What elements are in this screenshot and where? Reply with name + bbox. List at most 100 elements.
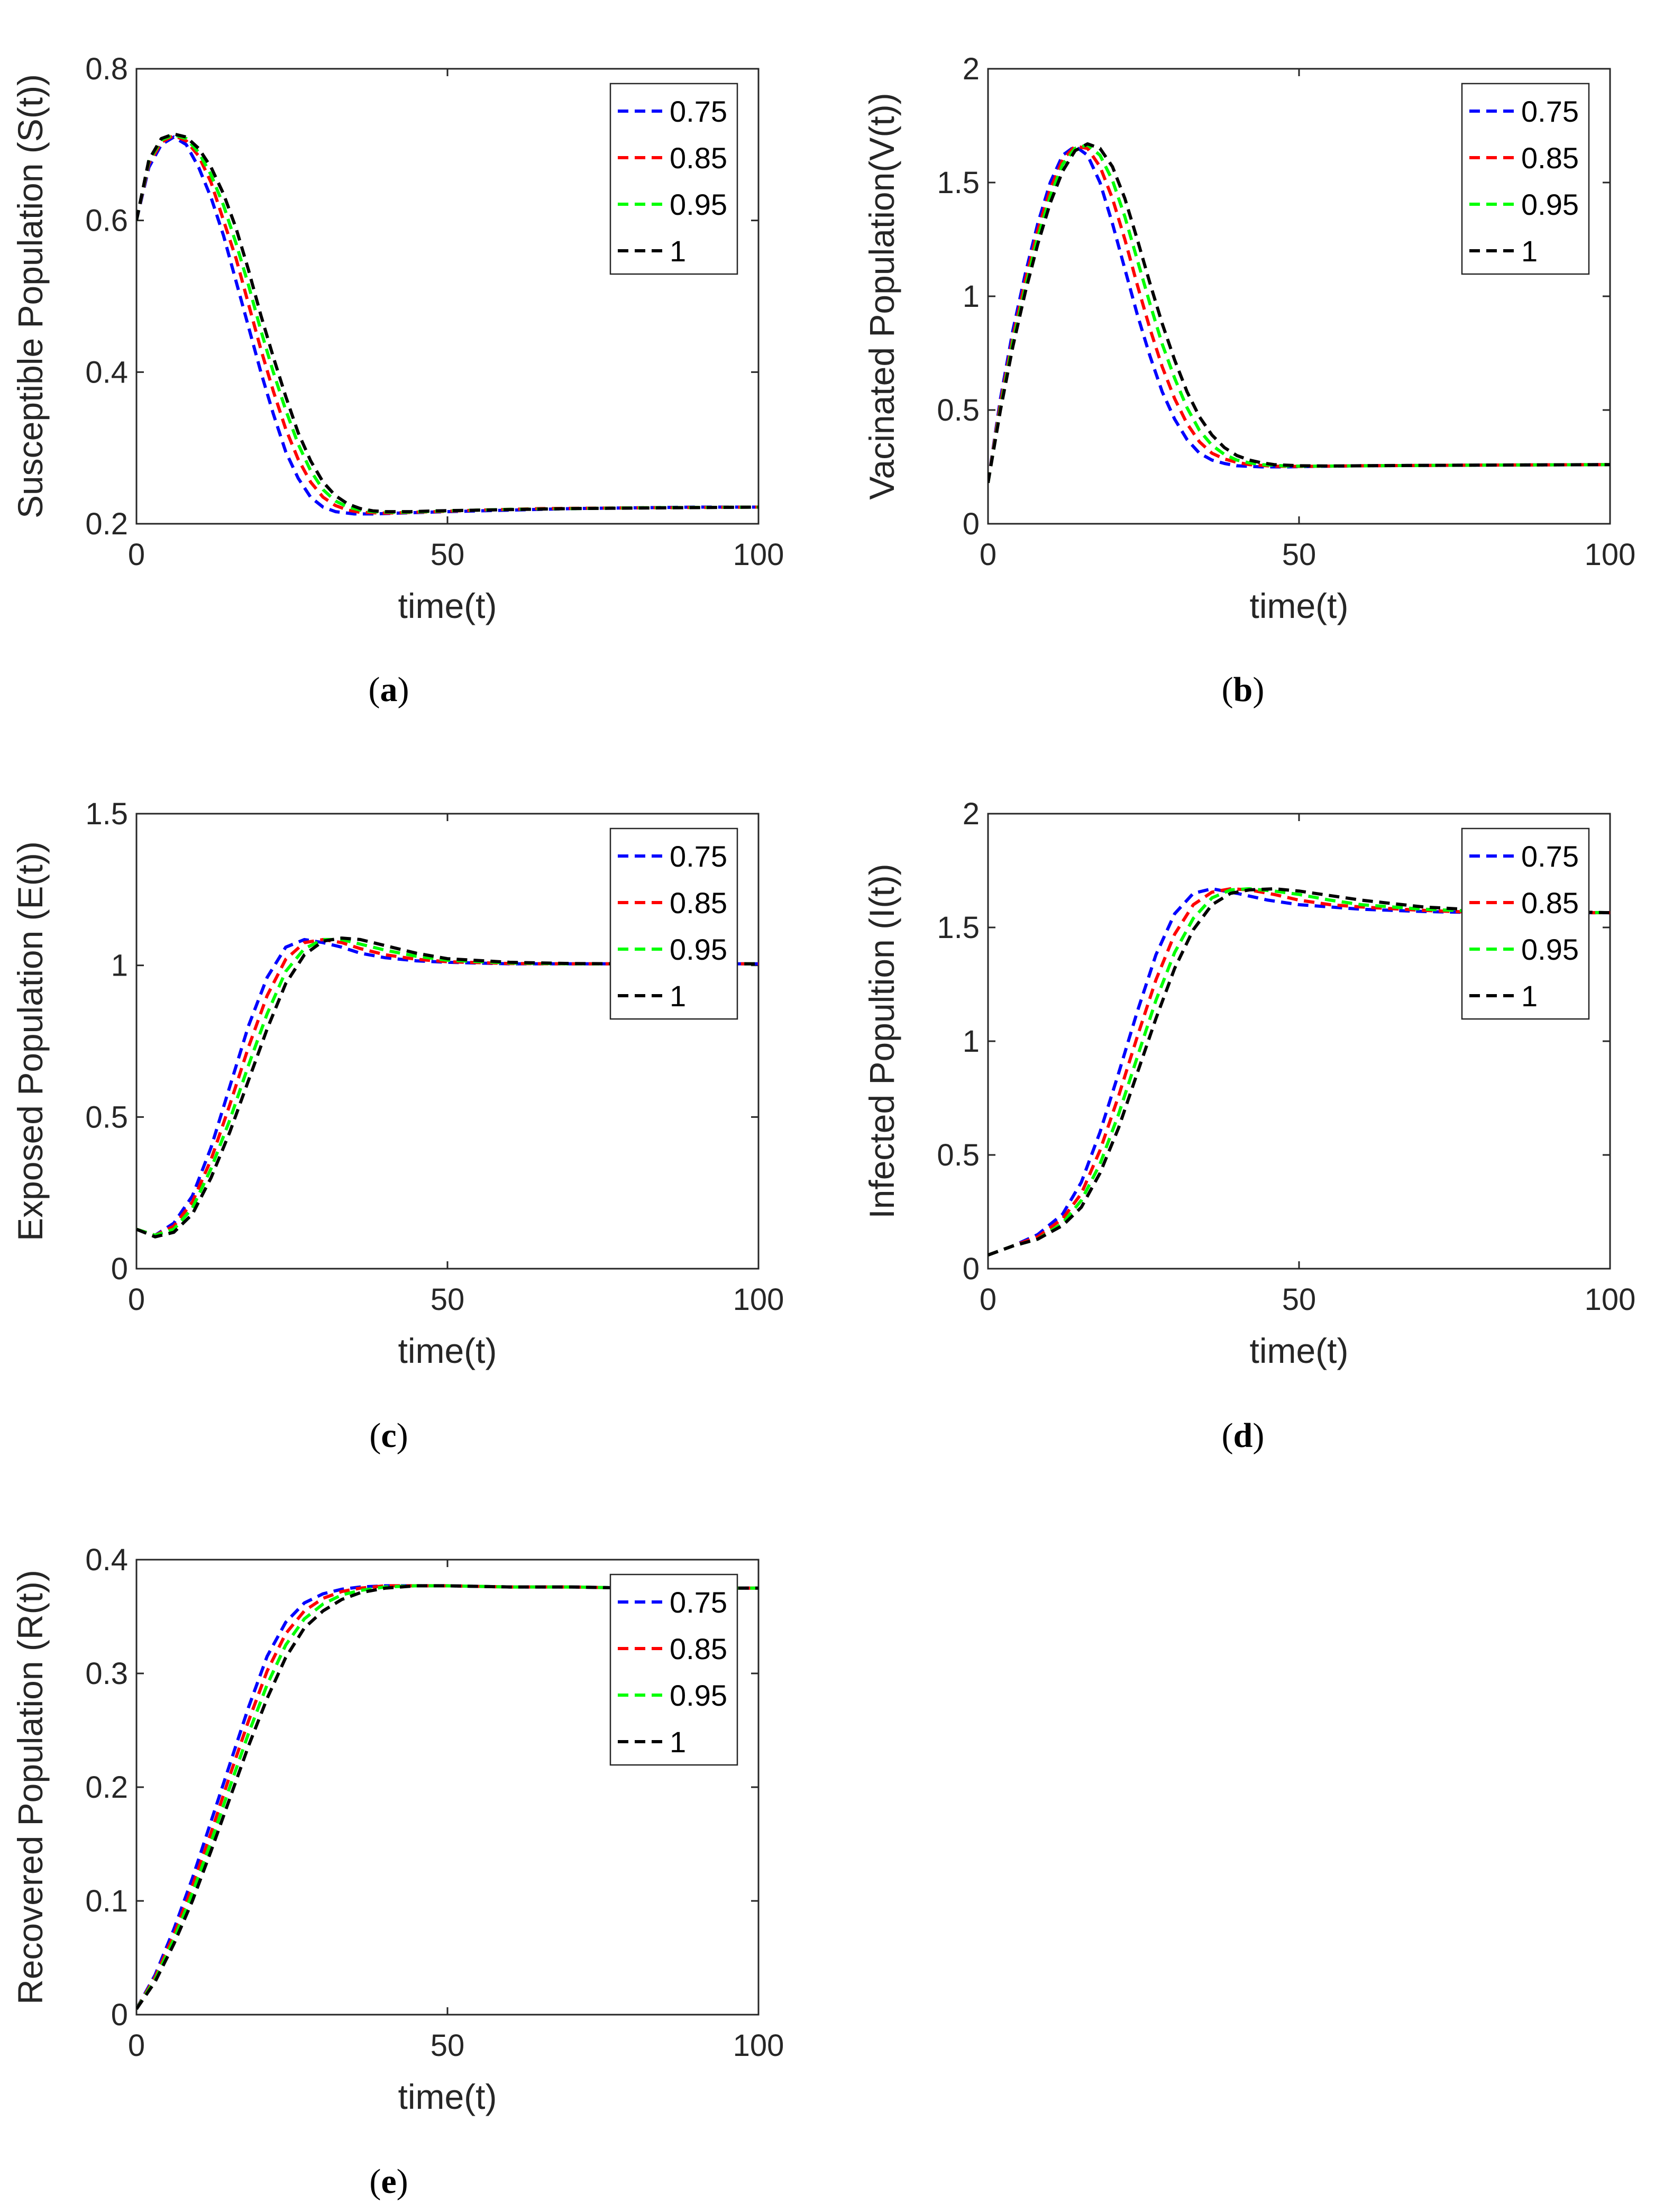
x-tick-label: 100	[733, 538, 784, 572]
legend: 0.75 0.85 0.95 1	[609, 1573, 738, 1766]
series-line-0.85	[988, 887, 1610, 1257]
y-tick-label: 0.8	[85, 52, 128, 86]
legend: 0.75 0.85 0.95 1	[609, 827, 738, 1020]
series-line-0.75	[988, 887, 1610, 1257]
x-tick-label: 50	[431, 538, 465, 572]
series-group	[988, 887, 1610, 1257]
x-axis-label: time(t)	[1250, 1331, 1349, 1370]
legend-label-1: 1	[1521, 234, 1538, 268]
panel-e: 0 50 100 0 0.1 0.2 0.3 0.4 time(t) Recovered Popu…	[11, 1543, 784, 2201]
legend-label-1: 1	[670, 1725, 686, 1759]
y-axis-label: Exposed Population (E(t))	[11, 841, 50, 1241]
y-tick-label: 0	[963, 1252, 980, 1286]
legend-box	[609, 827, 738, 1020]
y-tick-label: 0.4	[85, 1543, 128, 1577]
legend-label-1: 1	[670, 979, 686, 1013]
series-line-1	[136, 936, 758, 1239]
y-axis-label: Vacinated Population(V(t))	[862, 93, 901, 499]
x-tick-label: 0	[980, 1282, 996, 1317]
legend: 0.75 0.85 0.95 1	[609, 83, 738, 275]
y-axis-label: Susceptible Population (S(t))	[11, 74, 50, 518]
x-tick-label: 50	[1282, 1282, 1316, 1317]
x-tick-label: 100	[733, 1282, 784, 1317]
x-axis-label: time(t)	[1250, 586, 1349, 625]
y-tick-label: 0.4	[85, 355, 128, 389]
series-line-0.95	[136, 133, 758, 514]
x-tick-label: 50	[1282, 538, 1316, 572]
x-axis-label: time(t)	[398, 586, 497, 625]
y-tick-label: 0	[111, 1998, 128, 2032]
y-tick-label: 0.2	[85, 507, 128, 541]
legend-box	[609, 1573, 738, 1766]
panel-caption: (b)	[1222, 670, 1265, 709]
legend-label-0.85: 0.85	[670, 886, 727, 920]
series-line-0.95	[988, 143, 1610, 484]
y-tick-label: 0.1	[85, 1884, 128, 1918]
series-line-1	[136, 132, 758, 514]
panel-d: 0 50 100 0 0.5 1 1.5 2 time(t) Infected Popultion…	[862, 797, 1635, 1455]
y-tick-label: 1	[111, 949, 128, 983]
x-tick-label: 0	[128, 538, 145, 572]
x-axis-label: time(t)	[398, 1331, 497, 1370]
legend-label-0.85: 0.85	[670, 1632, 727, 1665]
panel-caption: (c)	[369, 1416, 408, 1455]
legend-label-0.95: 0.95	[670, 1679, 727, 1712]
legend: 0.75 0.85 0.95 1	[1461, 827, 1590, 1020]
panel-caption: (a)	[369, 670, 409, 709]
legend-label-0.75: 0.75	[670, 840, 727, 873]
panel-c: 0 50 100 0 0.5 1 1.5 time(t) Exposed Population …	[11, 797, 784, 1455]
y-tick-label: 0	[111, 1252, 128, 1286]
panel-b: 0 50 100 0 0.5 1 1.5 2 time(t) Vacinated Populati…	[862, 52, 1635, 709]
series-group	[136, 132, 758, 516]
panel-caption: (e)	[369, 2162, 408, 2201]
y-tick-label: 0.5	[937, 1138, 980, 1172]
legend-box	[1461, 83, 1590, 275]
y-tick-label: 0.5	[85, 1100, 128, 1134]
legend-label-0.85: 0.85	[670, 141, 727, 175]
x-axis-label: time(t)	[398, 2077, 497, 2116]
y-tick-label: 0.6	[85, 204, 128, 238]
legend-label-1: 1	[670, 234, 686, 268]
x-tick-label: 50	[431, 1282, 465, 1317]
y-tick-label: 0	[963, 507, 980, 541]
panel-a: 0 50 100 0.2 0.4 0.6 0.8 time(t) Susceptible Pop…	[11, 52, 784, 709]
legend-label-0.75: 0.75	[670, 1586, 727, 1619]
series-line-0.75	[136, 1584, 758, 2010]
legend-label-0.85: 0.85	[1521, 141, 1579, 175]
y-tick-label: 1.5	[937, 911, 980, 945]
series-line-0.85	[136, 937, 758, 1237]
legend-box	[1461, 827, 1590, 1020]
y-tick-label: 0.3	[85, 1656, 128, 1691]
y-tick-label: 2	[963, 52, 980, 86]
legend-box	[609, 83, 738, 275]
legend-label-0.85: 0.85	[1521, 886, 1579, 920]
y-tick-label: 0.2	[85, 1770, 128, 1805]
x-tick-label: 100	[733, 2028, 784, 2063]
y-tick-label: 1	[963, 279, 980, 314]
x-tick-label: 0	[128, 2028, 145, 2063]
legend: 0.75 0.85 0.95 1	[1461, 83, 1590, 275]
x-tick-label: 100	[1585, 538, 1636, 572]
y-tick-label: 1	[963, 1024, 980, 1059]
series-line-0.95	[136, 1584, 758, 2010]
series-group	[988, 142, 1610, 484]
series-line-1	[988, 142, 1610, 484]
x-tick-label: 0	[980, 538, 996, 572]
legend-label-1: 1	[1521, 979, 1538, 1013]
legend-label-0.95: 0.95	[1521, 188, 1579, 221]
series-group	[136, 1584, 758, 2010]
x-tick-label: 50	[431, 2028, 465, 2063]
legend-label-0.95: 0.95	[670, 933, 727, 966]
series-line-1	[136, 1584, 758, 2010]
y-tick-label: 1.5	[937, 166, 980, 200]
legend-label-0.75: 0.75	[1521, 95, 1579, 128]
panel-caption: (d)	[1222, 1416, 1265, 1455]
y-tick-label: 1.5	[85, 797, 128, 831]
x-tick-label: 100	[1585, 1282, 1636, 1317]
series-line-0.85	[136, 134, 758, 515]
legend-label-0.95: 0.95	[670, 188, 727, 221]
series-group	[136, 936, 758, 1239]
y-axis-label: Recovered Population (R(t))	[11, 1570, 50, 2005]
series-line-1	[988, 887, 1610, 1257]
